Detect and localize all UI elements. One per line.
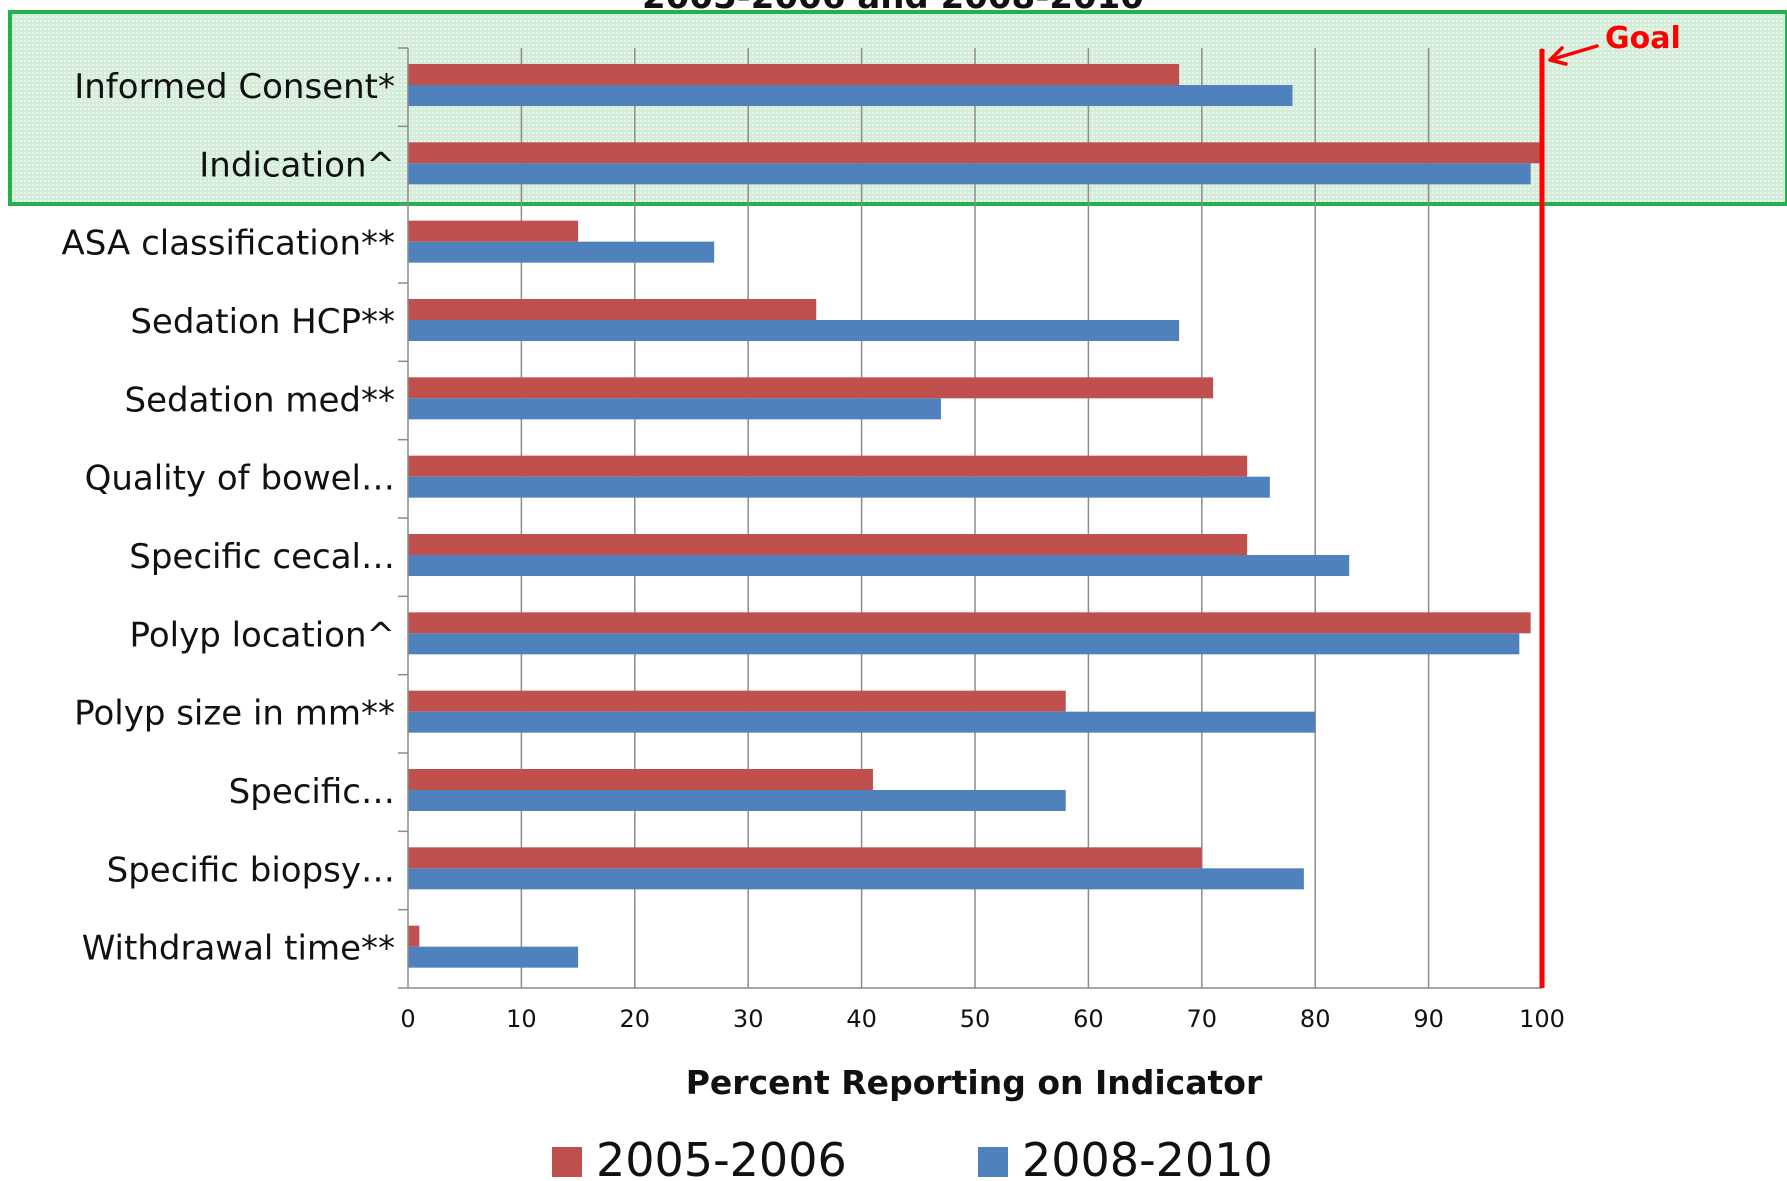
bar-2005-2006 (408, 690, 1066, 712)
bar-2005-2006 (408, 64, 1180, 85)
bar-2005-2006 (408, 299, 817, 320)
bar-2005-2006 (408, 220, 579, 242)
bar-2008-2010 (408, 790, 1066, 811)
bar-2008-2010 (408, 241, 715, 263)
x-tick-label: 30 (733, 1005, 764, 1033)
bar-2005-2006 (408, 534, 1248, 555)
x-tick-label: 10 (506, 1005, 537, 1033)
category-label: Specific cecal… (129, 537, 395, 577)
bar-2005-2006 (408, 769, 873, 790)
legend-label: 2005-2006 (596, 1133, 847, 1181)
x-tick-label: 90 (1413, 1005, 1444, 1033)
bar-2008-2010 (408, 85, 1293, 106)
bar-2005-2006 (408, 455, 1248, 477)
bars (408, 64, 1542, 968)
x-tick-label: 80 (1300, 1005, 1331, 1033)
bar-2008-2010 (408, 476, 1270, 498)
legend: 2005-2006 2008-2010 (552, 1133, 1273, 1181)
bar-2005-2006 (408, 847, 1202, 869)
bar-2008-2010 (408, 398, 941, 420)
bar-2008-2010 (408, 711, 1316, 733)
x-tick-label: 50 (960, 1005, 991, 1033)
category-label: Informed Consent* (74, 67, 395, 107)
legend-label: 2008-2010 (1022, 1133, 1273, 1181)
x-tick-label: 40 (846, 1005, 877, 1033)
bar-2008-2010 (408, 633, 1520, 655)
tick-labels: 0 10 20 30 40 50 60 70 80 90 100 (400, 1005, 1565, 1033)
category-label: Withdrawal time** (82, 929, 395, 969)
category-label: Polyp location^ (130, 615, 395, 655)
goal-arrow-icon (1548, 44, 1599, 66)
x-axis-title: Percent Reporting on Indicator (686, 1063, 1263, 1102)
x-tick-label: 100 (1519, 1005, 1565, 1033)
category-label: Specific… (229, 772, 395, 812)
category-labels: Informed Consent* Indication^ ASA classifi… (62, 67, 395, 969)
category-label: ASA classification** (62, 224, 395, 264)
x-tick-label: 20 (620, 1005, 651, 1033)
bar-2008-2010 (408, 868, 1304, 890)
category-label: Sedation HCP** (130, 302, 395, 342)
gridlines (520, 48, 1543, 988)
legend-swatch (978, 1147, 1008, 1177)
category-label: Quality of bowel… (85, 459, 395, 499)
axes (398, 47, 1542, 989)
category-label: Specific biopsy… (107, 850, 395, 890)
x-tick-label: 70 (1187, 1005, 1218, 1033)
category-label: Polyp size in mm** (74, 694, 395, 734)
x-tick-label: 0 (400, 1005, 415, 1033)
goal-label: Goal (1605, 21, 1681, 56)
bar-2005-2006 (408, 377, 1214, 399)
bar-2008-2010 (408, 163, 1531, 185)
bar-2008-2010 (408, 555, 1350, 576)
bar-2008-2010 (408, 320, 1180, 341)
bar-2005-2006 (408, 142, 1542, 164)
x-tick-label: 60 (1073, 1005, 1104, 1033)
category-label: Indication^ (199, 145, 395, 185)
bar-2008-2010 (408, 946, 579, 968)
legend-swatch (552, 1147, 582, 1177)
bar-2005-2006 (408, 925, 420, 947)
category-label: Sedation med** (125, 380, 395, 420)
bar-2005-2006 (408, 612, 1531, 634)
